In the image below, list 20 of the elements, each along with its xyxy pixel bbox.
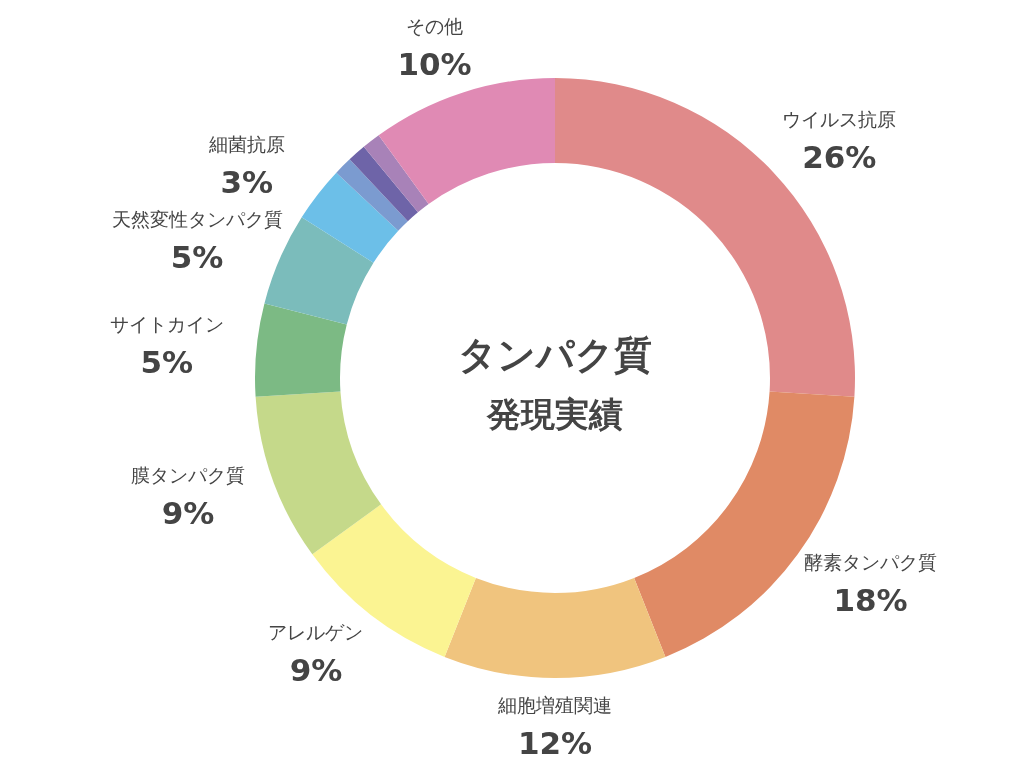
slice-label: 細菌抗原 [207, 132, 285, 155]
text: タンパク質 [458, 333, 652, 377]
data-label: 18% [833, 581, 908, 618]
data-label: 10% [397, 46, 472, 83]
data-label: 9% [289, 651, 343, 688]
slice-label: ウイルス抗原 [782, 107, 897, 130]
data-label: 26% [802, 138, 877, 175]
slice-label: 酵素タンパク質 [804, 550, 938, 573]
data-label: 12% [517, 725, 593, 761]
slice-label: サイトカイン [109, 313, 224, 336]
slice-label: 天然変性タンパク質 [111, 207, 283, 230]
slice-label: 膜タンパク質 [131, 463, 246, 486]
data-label: 3% [220, 163, 274, 200]
data-label: 5% [170, 238, 224, 275]
data-label: 5% [140, 344, 194, 381]
data-label: 9% [161, 494, 215, 531]
slice-label: 細胞増殖関連 [497, 694, 612, 716]
text: 発現実績 [486, 394, 623, 434]
slice-label: その他 [405, 15, 463, 38]
slice-label: アレルゲン [268, 620, 364, 643]
